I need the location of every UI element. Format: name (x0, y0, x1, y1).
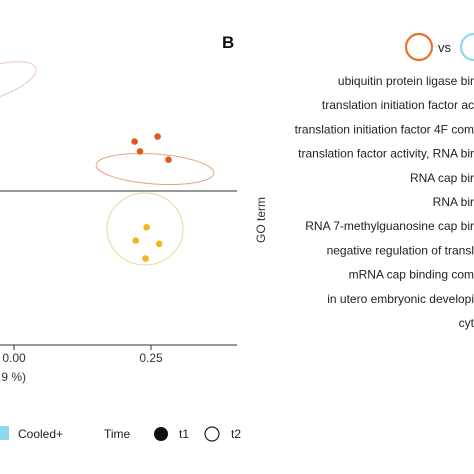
go-term-label-8: mRNA cap binding com (349, 268, 474, 282)
confidence-ellipse-1 (106, 192, 184, 266)
legend-cooled-label: Cooled+ (18, 427, 63, 441)
legend-time-title: Time (104, 427, 131, 441)
data-point-s1-0 (143, 224, 150, 231)
cooled-swatch (0, 426, 9, 440)
go-term-label-5: RNA bir (433, 195, 474, 209)
legend: Cooled+ Time t1 t2 (0, 426, 241, 442)
legend-t1-label: t1 (179, 427, 189, 441)
go-term-label-7: negative regulation of transl (327, 243, 474, 257)
go-term-label-0: ubiquitin protein ligase bir (338, 74, 474, 88)
go-term-label-10: cyt (459, 316, 474, 330)
vs-label: vs (438, 40, 452, 55)
go-axis-title: GO term (254, 197, 268, 243)
data-points (131, 133, 172, 262)
data-point-s1-3 (142, 255, 149, 262)
go-term-labels: ubiquitin protein ligase bir translation … (295, 74, 474, 330)
go-term-label-2: translation initiation factor 4F com (295, 122, 474, 136)
data-point-s0-2 (136, 148, 144, 155)
confidence-ellipse-0 (95, 152, 215, 186)
x-tick-label-1: 0.25 (139, 351, 163, 365)
x-axis-title: .9 %) (0, 370, 26, 384)
orange-ring-icon (404, 32, 434, 62)
data-point-s0-3 (165, 156, 172, 163)
panel-letter-b: B (222, 33, 234, 52)
panel-a-plot: 0.00 0.25 .9 %) (0, 61, 237, 384)
go-term-label-4: RNA cap bir (410, 171, 474, 185)
data-point-s0-1 (154, 133, 161, 140)
cyan-ring-icon (459, 32, 474, 62)
x-tick-label-0: 0.00 (2, 351, 26, 365)
go-term-label-6: RNA 7-methylguanosine cap bir (305, 219, 474, 233)
data-point-s1-2 (155, 240, 163, 248)
legend-t2-label: t2 (231, 427, 241, 441)
confidence-ellipse-2 (0, 61, 37, 105)
data-point-s1-1 (132, 237, 139, 244)
data-point-s0-0 (131, 138, 138, 145)
go-term-label-3: translation factor activity, RNA bir (298, 147, 474, 161)
confidence-ellipses (0, 61, 215, 266)
go-term-label-1: translation initiation factor ac (322, 98, 474, 112)
legend-t2-hollow-icon (204, 426, 220, 442)
legend-t1-filled-icon (154, 427, 168, 441)
panel-b: B vs GO term ubiquitin protein ligase bi… (222, 32, 474, 330)
go-term-label-9: in utero embryonic developi (327, 292, 474, 306)
